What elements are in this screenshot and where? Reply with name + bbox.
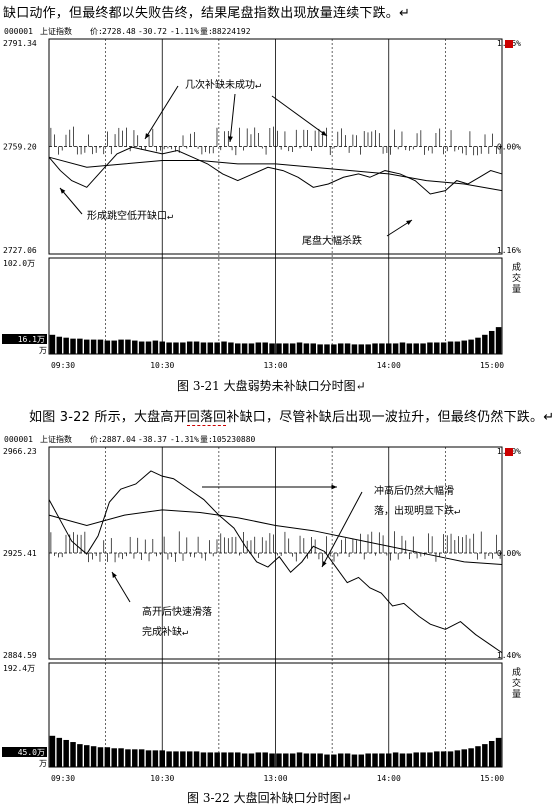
header-vol-label: 量: <box>200 435 213 444</box>
paragraph-2: 如图 3-22 所示，大盘高开回落回补缺口，尽管补缺后出现一波拉升，但最终仍然下… <box>29 406 552 426</box>
annotation-arrow <box>59 187 83 215</box>
vol-side-label-char: 量 <box>512 284 521 295</box>
annotation-arrowhead <box>406 220 412 225</box>
annotation-arrowhead <box>145 133 150 139</box>
chart-3-22: 000001 上证指数 价: 2887.04 -38.37 -1.31% 量: 1052308… <box>2 432 524 787</box>
y-left-mid: 2925.41 <box>3 549 37 558</box>
intraday-chart-2: 000001 上证指数 价: 2887.04 -38.37 -1.31% 量: 1052308… <box>2 432 524 787</box>
annotation-text: 几次补缺未成功↵ <box>185 78 261 91</box>
header-volume: 88224192 <box>212 27 251 36</box>
annotation-arrowhead <box>112 572 117 578</box>
y-left-bottom: 2884.59 <box>3 651 37 660</box>
x-tick-label: 09:30 <box>51 361 75 370</box>
annotation-arrowhead <box>331 484 337 490</box>
header-price: 2728.48 <box>102 27 136 36</box>
y-left-mid: 2759.20 <box>3 143 37 152</box>
annotation-text: 冲高后仍然大幅滑 <box>374 484 454 497</box>
x-tick-label: 14:00 <box>377 774 401 783</box>
annotation-text: 完成补缺↵ <box>142 625 188 638</box>
avg-price-line <box>48 156 503 192</box>
vol-side-label-char: 交 <box>512 677 521 689</box>
vol-value-box <box>2 747 47 757</box>
header-volume: 105230880 <box>212 435 256 444</box>
intraday-chart-1: 000001 上证指数 价: 2728.48 -30.72 -1.11% 量: 8822419… <box>2 24 524 374</box>
header-code: 000001 <box>4 27 33 36</box>
annotation-text: 尾盘大幅杀跌 <box>302 234 362 247</box>
vol-side-label-char: 成 <box>512 666 521 678</box>
header-change: -30.72 <box>138 27 167 36</box>
header-price-label: 价: <box>90 435 103 444</box>
x-tick-label: 15:00 <box>480 361 504 370</box>
header-pct: -1.11% <box>170 27 199 36</box>
annotation-text: 高开后快速滑落 <box>142 605 212 618</box>
header-price-label: 价: <box>90 27 103 36</box>
header-change: -38.37 <box>138 435 167 444</box>
annotation-arrowhead <box>60 188 66 194</box>
y-left-top: 2966.23 <box>3 447 37 456</box>
x-tick-label: 15:00 <box>480 774 504 783</box>
header-name: 上证指数 <box>40 434 72 444</box>
caption-3-22: 图 3-22 大盘回补缺口分时图↵ <box>187 791 352 805</box>
header-pct: -1.31% <box>170 435 199 444</box>
annotation-arrowhead <box>322 561 327 567</box>
annotation-arrow <box>144 85 179 140</box>
header-vol-label: 量: <box>200 27 213 36</box>
annotation-arrowhead <box>321 130 327 136</box>
paragraph-1: 缺口动作，但最终都以失败告终，结果尾盘指数出现放量连续下跌。↵ <box>3 6 411 21</box>
chart-3-21: 000001 上证指数 价: 2728.48 -30.72 -1.11% 量: 8822419… <box>2 24 524 374</box>
caption-3-21: 图 3-21 大盘弱势未补缺口分时图↵ <box>177 379 366 393</box>
x-tick-label: 13:00 <box>263 361 287 370</box>
annotation-arrow <box>229 93 236 143</box>
vol-value-box <box>2 334 47 344</box>
annotation-arrow <box>321 491 363 568</box>
avg-price-line <box>48 509 503 565</box>
vol-side-label-char: 成 <box>512 261 521 273</box>
vol-side-label-char: 交 <box>512 272 521 284</box>
y-left-top: 2791.34 <box>3 39 37 48</box>
annotation-arrow <box>271 95 328 137</box>
vol-axis-mid: 16.1万 <box>18 335 45 344</box>
price-line <box>48 470 503 654</box>
header-code: 000001 <box>4 435 33 444</box>
x-tick-label: 14:00 <box>377 361 401 370</box>
vol-axis-mid: 45.0万 <box>18 748 45 757</box>
header-name: 上证指数 <box>40 26 72 36</box>
paragraph-2-suffix: 补缺口，尽管补缺后出现一波拉升，但最终仍然下跌。↵ <box>226 410 552 425</box>
header-price: 2887.04 <box>102 435 136 444</box>
x-tick-label: 10:30 <box>150 361 174 370</box>
y-right-bottom: 1.16% <box>497 246 521 255</box>
vol-axis-top: 102.0万 <box>3 259 35 268</box>
y-right-bottom: 1.40% <box>497 651 521 660</box>
paragraph-2-prefix: 如图 3-22 所示，大盘高开 <box>29 410 187 425</box>
annotation-text: 形成跳空低开缺口↵ <box>87 209 173 222</box>
x-tick-label: 10:30 <box>150 774 174 783</box>
annotation-arrowhead <box>228 136 233 142</box>
vol-axis-unit: 万 <box>39 346 47 355</box>
red-marker <box>505 40 513 48</box>
annotation-text: 落，出现明显下跌↵ <box>374 504 460 517</box>
y-right-mid: 0.00% <box>497 143 521 152</box>
red-marker <box>505 448 513 456</box>
y-left-bottom: 2727.06 <box>3 246 37 255</box>
price-line <box>48 146 503 195</box>
x-tick-label: 13:00 <box>263 774 287 783</box>
y-right-mid: 0.00% <box>497 549 521 558</box>
chart-background <box>2 24 524 374</box>
x-tick-label: 09:30 <box>51 774 75 783</box>
vol-side-label-char: 量 <box>512 689 521 700</box>
paragraph-2-underlined: 回落回 <box>186 410 227 426</box>
chart-background <box>2 432 524 787</box>
vol-axis-top: 192.4万 <box>3 664 35 673</box>
vol-axis-unit: 万 <box>39 759 47 768</box>
annotation-arrow <box>111 571 131 603</box>
